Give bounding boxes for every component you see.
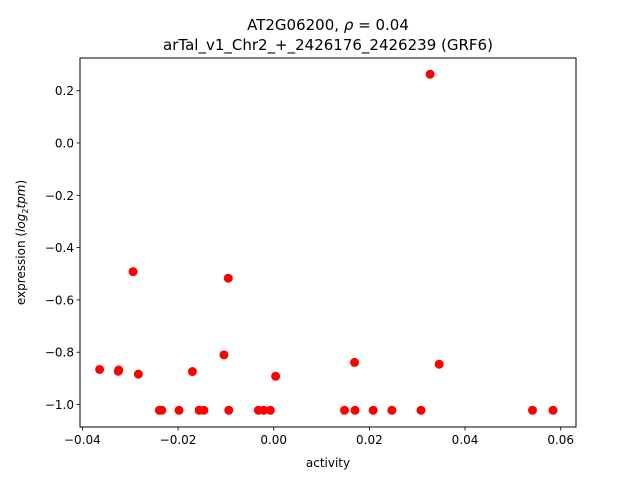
data-point-12 [219, 350, 229, 360]
data-point-24 [416, 405, 426, 415]
data-point-25 [425, 69, 435, 79]
x-tick-label: 0.02 [356, 433, 383, 447]
y-tick-label: −1.0 [45, 398, 74, 412]
data-point-28 [548, 405, 558, 415]
data-point-27 [527, 405, 537, 415]
data-point-9 [187, 367, 197, 377]
data-point-20 [350, 357, 360, 367]
y-axis-label: expression (log2tpm) [14, 180, 30, 305]
data-points [95, 69, 558, 415]
chart-title-line1: AT2G06200, ρ = 0.04 [247, 16, 409, 34]
data-point-7 [157, 405, 167, 415]
data-point-3 [114, 365, 124, 375]
x-tick-label: −0.02 [160, 433, 197, 447]
data-point-23 [387, 405, 397, 415]
y-tick-label: 0.0 [55, 136, 74, 150]
data-point-8 [174, 405, 184, 415]
data-point-16 [259, 405, 269, 415]
data-point-17 [265, 405, 275, 415]
x-tick-label: 0.00 [260, 433, 287, 447]
y-tick-label: −0.8 [45, 346, 74, 360]
data-point-26 [434, 359, 444, 369]
data-point-19 [340, 405, 350, 415]
data-point-1 [95, 364, 105, 374]
x-axis-label: activity [306, 456, 350, 470]
x-axis-ticks: −0.04 −0.02 0.00 0.02 0.04 0.06 [64, 427, 574, 447]
y-tick-label: −0.6 [45, 293, 74, 307]
data-point-13 [223, 273, 233, 283]
data-point-4 [128, 267, 138, 277]
data-point-18 [271, 371, 281, 381]
chart-title-line2: arTal_v1_Chr2_+_2426176_2426239 (GRF6) [163, 36, 493, 55]
y-axis-ticks: 0.2 0.0 −0.2 −0.4 −0.6 −0.8 −1.0 [45, 84, 80, 412]
y-tick-label: 0.2 [55, 84, 74, 98]
data-point-5 [133, 369, 143, 379]
x-tick-label: 0.04 [452, 433, 479, 447]
data-point-11 [199, 405, 209, 415]
plot-frame [79, 57, 577, 428]
x-tick-label: 0.06 [547, 433, 574, 447]
y-tick-label: −0.4 [45, 241, 74, 255]
data-point-14 [224, 405, 234, 415]
data-point-22 [368, 405, 378, 415]
x-tick-label: −0.04 [64, 433, 101, 447]
y-tick-label: −0.2 [45, 189, 74, 203]
data-point-21 [350, 405, 360, 415]
